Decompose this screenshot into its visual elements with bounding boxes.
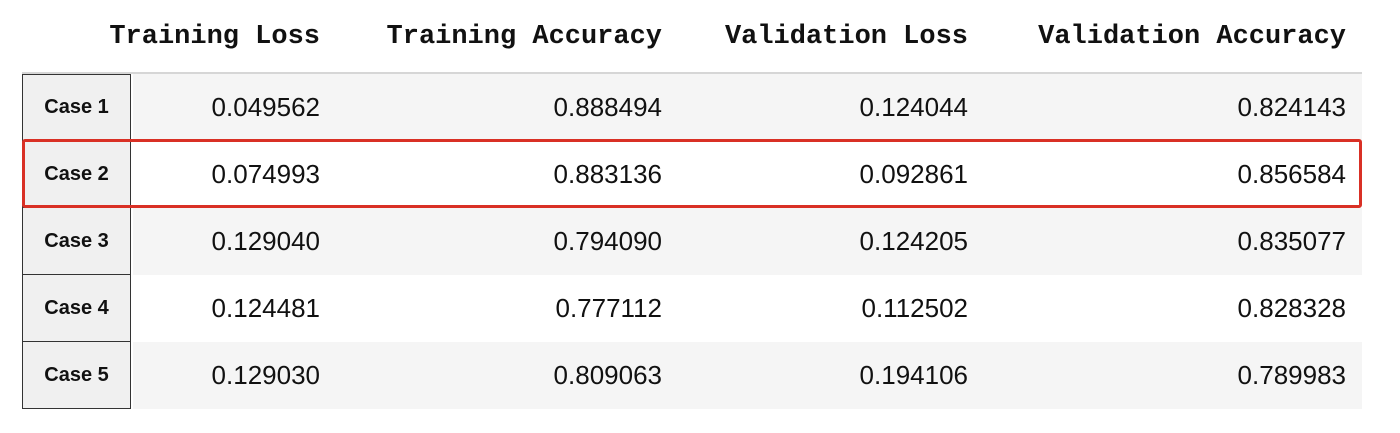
cell-validation-accuracy: 0.856584 <box>1237 159 1346 189</box>
cell-training-accuracy: 0.809063 <box>553 360 662 390</box>
table-row: 0.129040 0.794090 0.124205 0.835077 Case… <box>22 208 1362 275</box>
row-cells: 0.129030 0.809063 0.194106 0.789983 <box>133 342 1362 409</box>
row-header: Case 2 <box>22 141 131 208</box>
table-row: 0.124481 0.777112 0.112502 0.828328 Case… <box>22 275 1362 342</box>
table-row: 0.129030 0.809063 0.194106 0.789983 Case… <box>22 342 1362 409</box>
cell-validation-loss: 0.124205 <box>859 226 968 256</box>
cell-validation-loss: 0.124044 <box>859 92 968 122</box>
table-row: 0.049562 0.888494 0.124044 0.824143 Case… <box>22 74 1362 141</box>
cell-training-loss: 0.129030 <box>211 360 320 390</box>
row-cells: 0.124481 0.777112 0.112502 0.828328 <box>133 275 1362 342</box>
cell-training-loss: 0.074993 <box>211 159 320 189</box>
cell-validation-accuracy: 0.789983 <box>1237 360 1346 390</box>
cell-training-accuracy: 0.888494 <box>553 92 662 122</box>
cell-validation-loss: 0.112502 <box>861 293 968 323</box>
row-header: Case 5 <box>22 342 131 409</box>
row-header: Case 1 <box>22 74 131 141</box>
column-header-validation-accuracy: Validation Accuracy <box>1038 22 1346 52</box>
table-header-row: Training Loss Training Accuracy Validati… <box>22 0 1362 72</box>
row-header: Case 4 <box>22 275 131 342</box>
cell-validation-accuracy: 0.828328 <box>1237 293 1346 323</box>
row-cells: 0.129040 0.794090 0.124205 0.835077 <box>133 208 1362 275</box>
row-cells: 0.049562 0.888494 0.124044 0.824143 <box>133 74 1362 141</box>
cell-validation-loss: 0.092861 <box>859 159 968 189</box>
column-header-training-loss: Training Loss <box>109 22 320 52</box>
results-table: Training Loss Training Accuracy Validati… <box>22 0 1362 409</box>
cell-training-loss: 0.129040 <box>211 226 320 256</box>
cell-validation-loss: 0.194106 <box>859 360 968 390</box>
cell-training-accuracy: 0.777112 <box>555 293 662 323</box>
row-header: Case 3 <box>22 208 131 275</box>
cell-training-accuracy: 0.794090 <box>553 226 662 256</box>
cell-validation-accuracy: 0.835077 <box>1237 226 1346 256</box>
cell-training-loss: 0.049562 <box>211 92 320 122</box>
cell-validation-accuracy: 0.824143 <box>1237 92 1346 122</box>
cell-training-accuracy: 0.883136 <box>553 159 662 189</box>
cell-training-loss: 0.124481 <box>211 293 320 323</box>
table-body: 0.049562 0.888494 0.124044 0.824143 Case… <box>22 72 1362 409</box>
table-row: 0.074993 0.883136 0.092861 0.856584 Case… <box>22 141 1362 208</box>
column-header-validation-loss: Validation Loss <box>724 22 968 52</box>
row-cells: 0.074993 0.883136 0.092861 0.856584 <box>133 141 1362 208</box>
column-header-training-accuracy: Training Accuracy <box>386 22 662 52</box>
